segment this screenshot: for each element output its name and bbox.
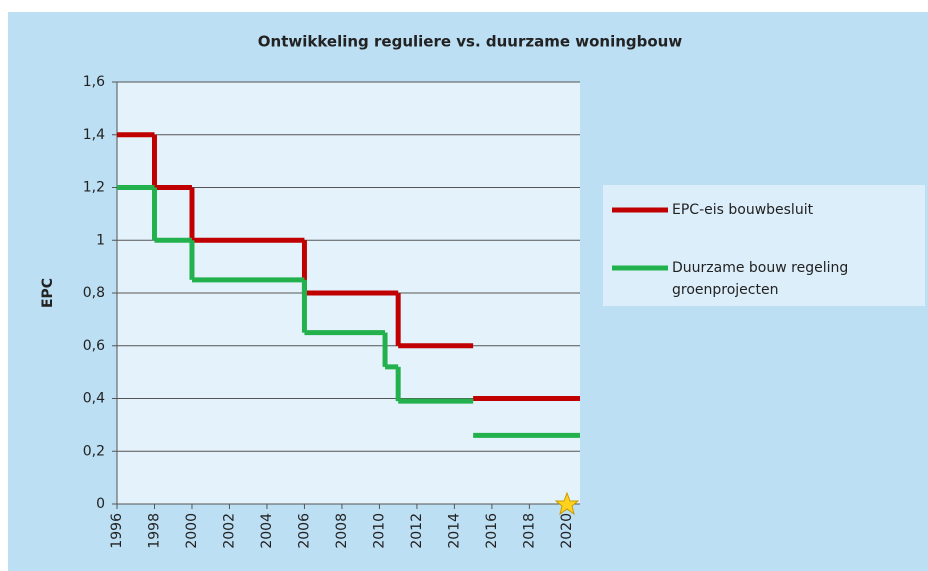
y-tick-label: 1,4 [83,127,105,143]
x-tick-label: 2008 [334,513,350,549]
x-tick-label: 1996 [109,513,125,549]
x-tick-label: 2010 [371,513,387,549]
y-tick-label: 0 [96,496,105,512]
y-tick-label: 0,4 [83,391,105,407]
y-tick-label: 1 [96,232,105,248]
x-tick-label: 2020 [559,513,575,549]
x-tick-label: 2014 [446,513,462,549]
x-tick-label: 2016 [484,513,500,549]
x-tick-label: 2006 [296,513,312,549]
legend-label: EPC-eis bouwbesluit [672,202,814,218]
legend-label: Duurzame bouw regeling groenprojecten [672,260,848,298]
chart-title: Ontwikkeling reguliere vs. duurzame woni… [258,33,683,51]
x-tick-label: 2004 [259,513,275,549]
y-tick-label: 0,6 [83,338,105,354]
x-tick-label: 1998 [146,513,162,549]
x-tick-label: 2000 [184,513,200,549]
x-tick-label: 2002 [221,513,237,549]
y-tick-label: 0,8 [83,285,105,301]
x-tick-label: 2018 [521,513,537,549]
star-icon [554,491,580,516]
legend-box [603,185,925,306]
x-tick-label: 2012 [409,513,425,549]
y-axis-label: EPC [40,278,56,308]
y-tick-label: 0,2 [83,443,105,459]
y-tick-label: 1,2 [83,180,105,196]
y-tick-label: 1,6 [83,74,105,90]
